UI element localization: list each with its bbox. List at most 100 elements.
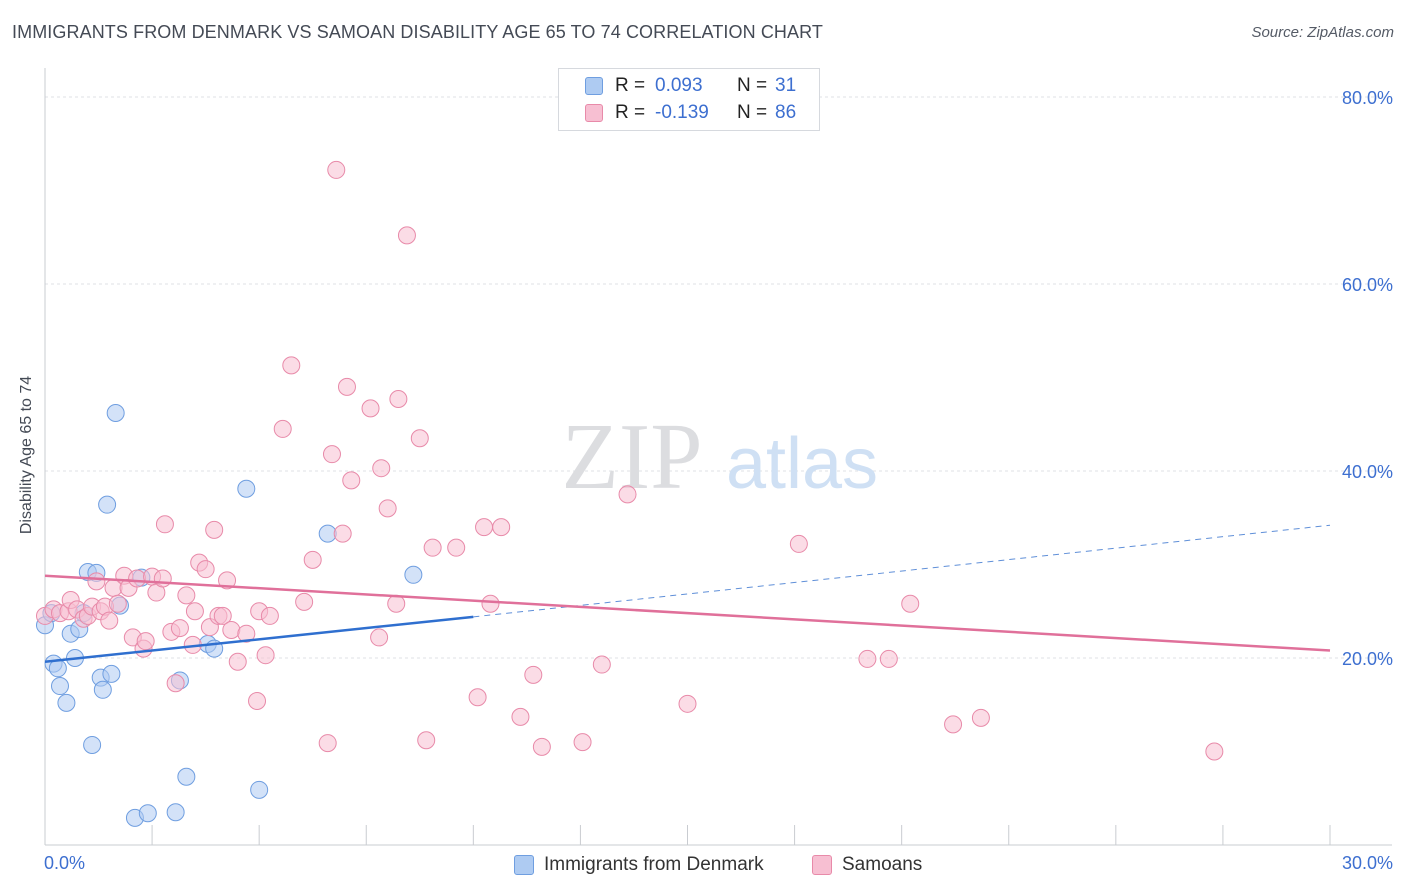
point-samoan bbox=[592, 655, 611, 674]
point-samoan bbox=[273, 419, 292, 438]
r-label: R = bbox=[615, 102, 646, 123]
point-samoan bbox=[372, 459, 391, 478]
y-tick-label: 80.0% bbox=[1342, 88, 1393, 108]
trend-lines bbox=[44, 524, 1331, 663]
point-samoan bbox=[475, 518, 494, 537]
point-samoan bbox=[136, 632, 155, 651]
point-samoan bbox=[327, 160, 346, 179]
series-legend-label: Immigrants from Denmark bbox=[544, 854, 764, 875]
point-denmark bbox=[98, 495, 117, 514]
y-tick-label: 20.0% bbox=[1342, 649, 1393, 669]
point-denmark bbox=[318, 524, 337, 543]
x-tick-label: 30.0% bbox=[1342, 853, 1393, 873]
point-denmark bbox=[166, 803, 185, 822]
tick-labels: 20.0% 40.0% 60.0% 80.0% 0.0% 30.0% bbox=[44, 88, 1393, 873]
point-samoan bbox=[153, 569, 172, 588]
point-samoan bbox=[532, 737, 551, 756]
point-samoan bbox=[237, 624, 256, 643]
series-legend-denmark[interactable]: Immigrants from Denmark bbox=[514, 852, 764, 878]
point-samoan bbox=[524, 665, 543, 684]
point-samoan bbox=[481, 594, 500, 613]
point-denmark bbox=[83, 735, 102, 754]
point-samoan bbox=[423, 538, 442, 557]
point-denmark bbox=[404, 565, 423, 584]
legend-swatch-samoans bbox=[585, 104, 603, 122]
point-samoan bbox=[282, 356, 301, 375]
point-samoan bbox=[222, 620, 241, 639]
point-samoan bbox=[417, 731, 436, 750]
point-denmark bbox=[102, 664, 121, 683]
point-samoan bbox=[944, 715, 963, 734]
point-samoan bbox=[318, 734, 337, 753]
n-label: N = bbox=[737, 75, 768, 96]
point-samoan bbox=[166, 674, 185, 693]
point-samoan bbox=[337, 377, 356, 396]
source-label: Source: ZipAtlas.com bbox=[1251, 24, 1394, 41]
point-denmark bbox=[177, 767, 196, 786]
point-samoan bbox=[100, 611, 119, 630]
point-samoan bbox=[410, 429, 429, 448]
r-value: -0.139 bbox=[655, 102, 709, 123]
point-denmark bbox=[138, 804, 157, 823]
watermark-atlas: atlas bbox=[726, 424, 878, 504]
chart-title: IMMIGRANTS FROM DENMARK VS SAMOAN DISABI… bbox=[12, 22, 823, 42]
point-samoan bbox=[361, 399, 380, 418]
point-samoan bbox=[322, 445, 341, 464]
grid-lines bbox=[45, 96, 1392, 659]
point-samoan bbox=[108, 594, 127, 613]
point-denmark bbox=[237, 479, 256, 498]
point-samoan bbox=[492, 518, 511, 537]
stats-legend: R = 0.093 N = 31 R = -0.139 N = 86 bbox=[558, 68, 820, 131]
point-samoan bbox=[218, 571, 237, 590]
r-value: 0.093 bbox=[655, 75, 703, 96]
series-legend-samoans[interactable]: Samoans bbox=[812, 852, 922, 878]
point-denmark bbox=[250, 780, 269, 799]
axes bbox=[44, 68, 1392, 846]
point-samoan bbox=[1205, 742, 1224, 761]
point-samoan bbox=[260, 606, 279, 625]
point-denmark bbox=[57, 693, 76, 712]
r-label: R = bbox=[615, 75, 646, 96]
n-value: 86 bbox=[775, 102, 797, 123]
legend-swatch-samoans bbox=[812, 855, 832, 875]
point-samoan bbox=[789, 534, 808, 553]
point-samoan bbox=[295, 592, 314, 611]
x-tick-label: 0.0% bbox=[44, 853, 85, 873]
series-legend: Immigrants from Denmark Samoans bbox=[0, 852, 1406, 878]
point-samoan bbox=[342, 471, 361, 490]
point-samoan bbox=[511, 707, 530, 726]
point-samoan bbox=[858, 649, 877, 668]
point-samoan bbox=[678, 694, 697, 713]
point-samoan bbox=[387, 594, 406, 613]
point-samoan bbox=[618, 485, 637, 504]
point-samoan bbox=[573, 733, 592, 752]
point-denmark bbox=[93, 680, 112, 699]
legend-swatch-denmark bbox=[585, 77, 603, 95]
point-denmark bbox=[50, 677, 69, 696]
point-samoan bbox=[256, 646, 275, 665]
point-samoan bbox=[971, 708, 990, 727]
point-denmark bbox=[48, 659, 67, 678]
point-samoan bbox=[128, 569, 147, 588]
point-samoan bbox=[248, 692, 267, 711]
point-samoan bbox=[333, 524, 352, 543]
point-samoan bbox=[447, 538, 466, 557]
point-samoan bbox=[468, 688, 487, 707]
point-samoan bbox=[170, 619, 189, 638]
point-samoan bbox=[397, 226, 416, 245]
point-samoan bbox=[185, 602, 204, 621]
point-samoan bbox=[303, 550, 322, 569]
point-samoan bbox=[177, 586, 196, 605]
point-samoan bbox=[228, 652, 247, 671]
n-value: 31 bbox=[775, 75, 797, 96]
stats-legend-row-denmark: R = 0.093 N = 31 bbox=[585, 73, 796, 99]
trendline-samoans bbox=[44, 574, 1331, 652]
point-samoan bbox=[901, 594, 920, 613]
trendline-denmark-extension bbox=[473, 524, 1331, 618]
point-samoan bbox=[378, 499, 397, 518]
point-samoan bbox=[196, 560, 215, 579]
point-samoan bbox=[213, 606, 232, 625]
point-samoan bbox=[205, 520, 224, 539]
trendline-denmark bbox=[44, 615, 474, 663]
